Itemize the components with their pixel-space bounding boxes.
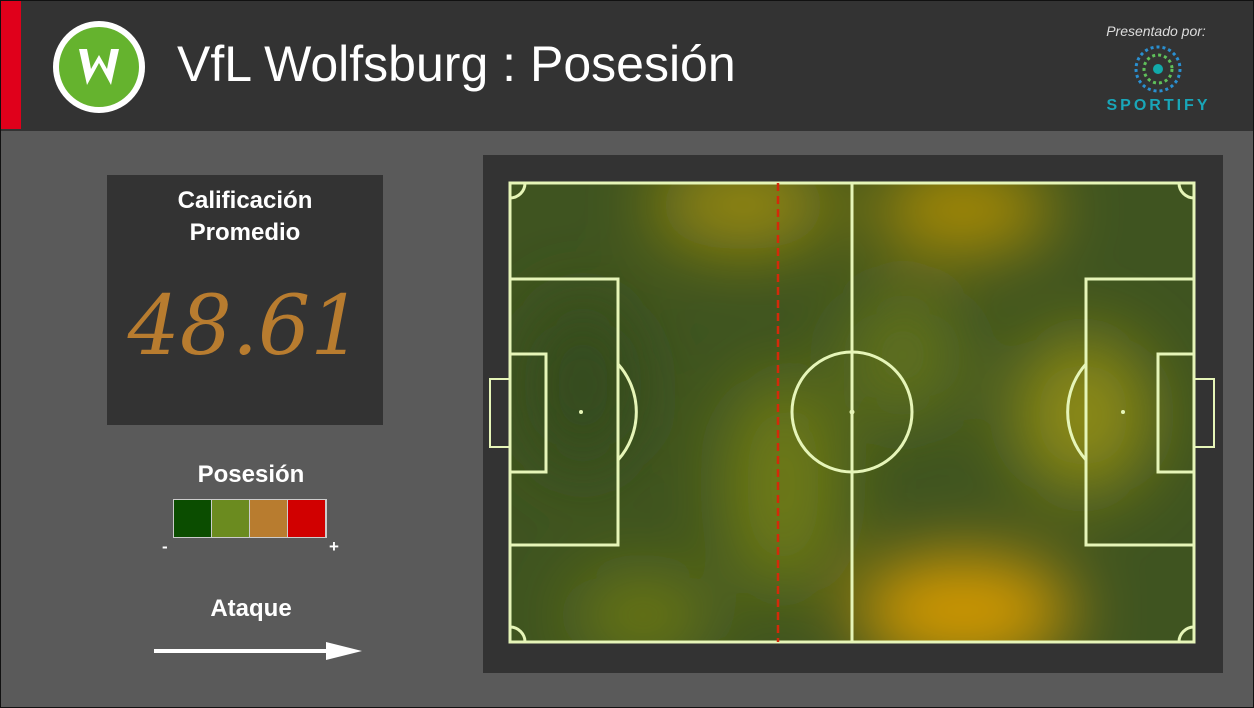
sponsor-logo [1134,45,1182,93]
scale-low: - [162,537,168,556]
direction-label: Ataque [210,595,292,622]
sponsor-name: SPORTIFY [1106,97,1211,114]
color-scale [173,499,327,538]
rating-label: Calificación [177,187,313,214]
rating-label: Promedio [189,219,301,246]
scale-swatch [174,500,212,537]
pitch-panel [483,155,1223,673]
scale-swatch [212,500,250,537]
scale-swatch [250,500,288,537]
scale-swatch [288,500,326,537]
pitch [489,181,1215,644]
sponsor-label: Presentado por: [1106,23,1206,39]
header: VfL Wolfsburg : Posesión Presentado por:… [1,1,1253,131]
direction-arrow [154,642,362,660]
rating-box: Calificación Promedio 48.61 [107,175,383,425]
club-logo [53,21,145,113]
pitch-lines [489,181,1215,644]
rating-value: 48.61 [127,279,363,374]
scale-high: + [329,537,339,556]
legend-title: Posesión [197,461,305,488]
accent-bar [1,1,21,129]
title: VfL Wolfsburg : Posesión [177,36,736,92]
